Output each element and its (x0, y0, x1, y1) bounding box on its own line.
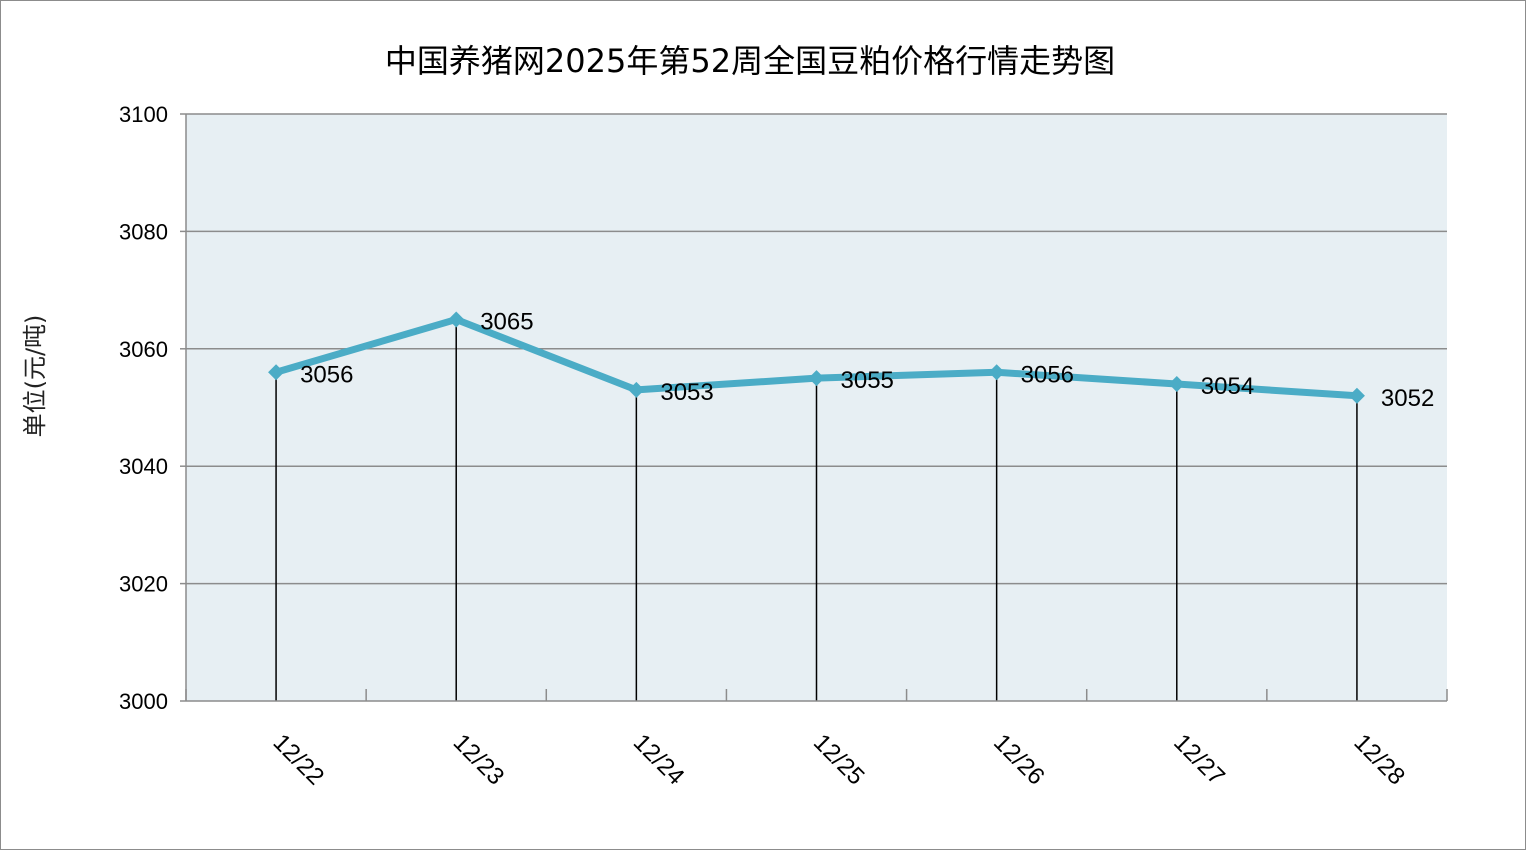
y-tick-label: 3080 (119, 219, 168, 244)
x-tick-labels: 12/22 12/23 12/24 12/25 12/26 12/27 12/28 (268, 729, 1410, 791)
data-label: 3065 (480, 308, 533, 335)
data-point (448, 311, 465, 328)
y-tick-label: 3060 (119, 337, 168, 362)
y-tick-label: 3000 (119, 689, 168, 714)
x-tick-label: 12/26 (988, 729, 1050, 791)
data-label: 3056 (1021, 361, 1074, 388)
data-point (988, 364, 1005, 381)
data-point (808, 370, 825, 387)
x-tick-label: 12/22 (268, 729, 330, 791)
x-tick-label: 12/23 (448, 729, 510, 791)
data-labels: 3056 3065 3053 3055 3056 3054 3052 (300, 308, 1434, 411)
x-tick-label: 12/28 (1348, 729, 1410, 791)
x-tick-label: 12/25 (808, 729, 870, 791)
x-tick-label: 12/24 (628, 729, 690, 791)
data-point (1168, 376, 1185, 393)
chart-title: 中国养猪网2025年第52周全国豆粕价格行情走势图 (385, 42, 1115, 80)
y-tick-label: 3020 (119, 572, 168, 597)
data-label: 3054 (1201, 373, 1254, 400)
data-markers (268, 311, 1365, 404)
axes (185, 114, 1448, 702)
x-tick-label: 12/27 (1168, 729, 1230, 791)
y-tick-label: 3100 (119, 102, 168, 127)
data-label: 3055 (841, 367, 894, 394)
data-label: 3052 (1381, 385, 1434, 412)
data-point (1348, 387, 1365, 404)
data-label: 3056 (300, 361, 353, 388)
data-point (268, 364, 285, 381)
drop-lines (275, 319, 1358, 701)
data-point (628, 381, 645, 398)
y-axis-label: 单位(元/吨) (21, 315, 49, 438)
data-label: 3053 (660, 379, 713, 406)
y-tick-label: 3040 (119, 454, 168, 479)
y-tick-labels: 3000 3020 3040 3060 3080 3100 (119, 102, 168, 714)
